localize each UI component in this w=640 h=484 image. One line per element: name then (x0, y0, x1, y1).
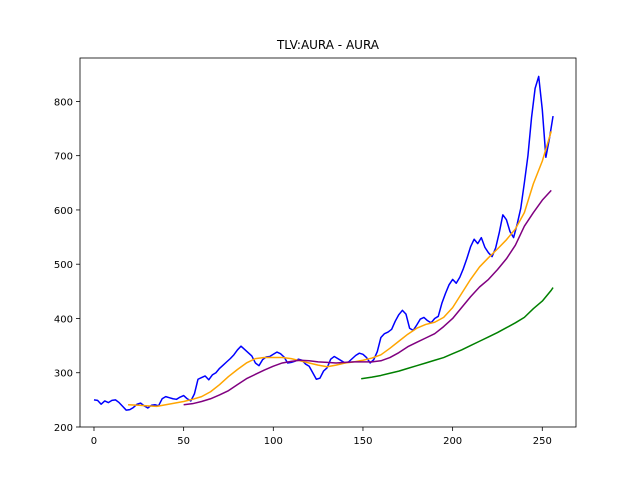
x-tick-label: 100 (264, 436, 283, 447)
x-tick-label: 0 (91, 436, 97, 447)
series-layer (93, 75, 554, 411)
y-tick-label: 800 (54, 97, 73, 108)
x-tick-label: 50 (177, 436, 190, 447)
y-tick-label: 300 (54, 369, 73, 380)
axes-layer: 0 50 100 150 200 250 200 300 400 500 600 700 800 (54, 57, 577, 447)
y-tick-label: 600 (54, 206, 73, 217)
x-tick-label: 250 (533, 436, 552, 447)
x-tick-label: 200 (443, 436, 462, 447)
y-tick-label: 400 (54, 314, 73, 325)
plot-frame (79, 57, 577, 428)
y-tick-label: 700 (54, 152, 73, 163)
series-line-1 (128, 131, 552, 408)
x-tick-label: 150 (353, 436, 372, 447)
chart-title: TLV:AURA - AURA (276, 38, 380, 52)
y-tick-label: 200 (54, 423, 73, 434)
series-line-2 (183, 189, 552, 406)
series-line-3 (361, 287, 554, 380)
series-line-0 (93, 75, 554, 411)
y-tick-label: 500 (54, 260, 73, 271)
